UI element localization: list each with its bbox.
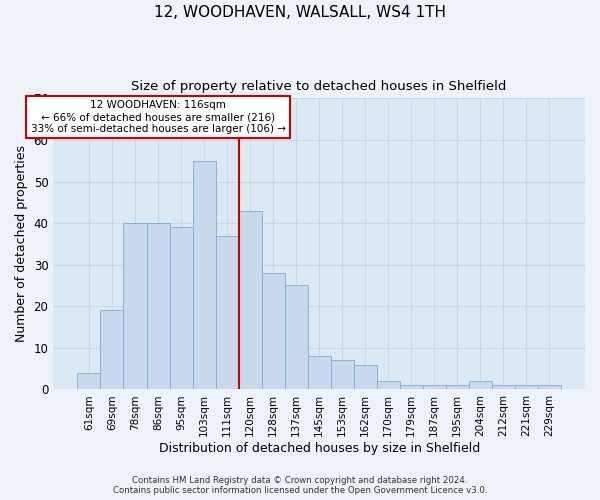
Bar	[492, 386, 515, 390]
Title: Size of property relative to detached houses in Shelfield: Size of property relative to detached ho…	[131, 80, 507, 93]
Bar	[146, 223, 170, 390]
Bar	[215, 236, 239, 390]
Bar	[353, 364, 377, 390]
Bar	[308, 356, 331, 390]
Bar	[515, 386, 538, 390]
Bar	[262, 273, 284, 390]
Y-axis label: Number of detached properties: Number of detached properties	[15, 146, 28, 342]
Bar	[423, 386, 446, 390]
Bar	[284, 286, 308, 390]
Bar	[239, 210, 262, 390]
Bar	[331, 360, 353, 390]
Bar	[538, 386, 561, 390]
Bar	[469, 381, 492, 390]
Bar	[446, 386, 469, 390]
Bar	[124, 223, 146, 390]
Text: 12 WOODHAVEN: 116sqm
← 66% of detached houses are smaller (216)
33% of semi-deta: 12 WOODHAVEN: 116sqm ← 66% of detached h…	[31, 100, 286, 134]
X-axis label: Distribution of detached houses by size in Shelfield: Distribution of detached houses by size …	[158, 442, 480, 455]
Bar	[77, 373, 100, 390]
Bar	[193, 160, 215, 390]
Bar	[400, 386, 423, 390]
Bar	[100, 310, 124, 390]
Bar	[377, 381, 400, 390]
Bar	[170, 228, 193, 390]
Text: Contains HM Land Registry data © Crown copyright and database right 2024.
Contai: Contains HM Land Registry data © Crown c…	[113, 476, 487, 495]
Text: 12, WOODHAVEN, WALSALL, WS4 1TH: 12, WOODHAVEN, WALSALL, WS4 1TH	[154, 5, 446, 20]
